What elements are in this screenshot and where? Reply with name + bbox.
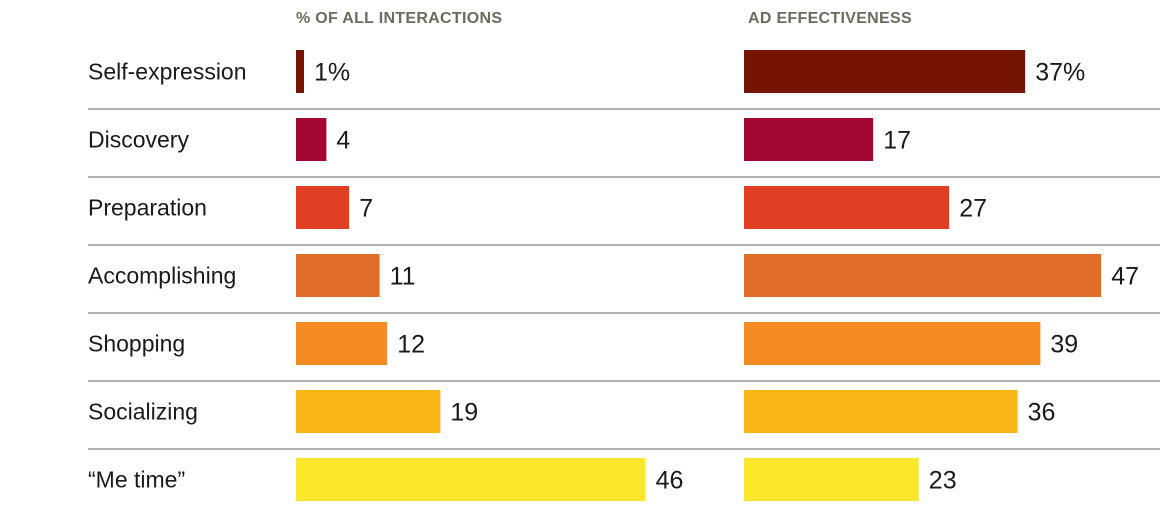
value-label-effectiveness: 27 — [959, 195, 987, 223]
bar-effectiveness — [744, 50, 1026, 93]
bar-effectiveness — [744, 118, 874, 161]
bar-effectiveness — [744, 254, 1102, 297]
bar-interactions — [296, 254, 380, 297]
value-label-effectiveness: 47 — [1111, 263, 1139, 291]
bar-effectiveness — [744, 390, 1018, 433]
category-label: Discovery — [88, 127, 189, 153]
bar-effectiveness — [744, 458, 919, 501]
bar-interactions — [296, 118, 327, 161]
value-label-interactions: 7 — [359, 195, 373, 223]
category-label: Shopping — [88, 331, 185, 357]
category-label: Accomplishing — [88, 263, 236, 289]
category-label: Self-expression — [88, 59, 247, 85]
chart-rows: Self-expression 1% 37% Discovery 4 17 Preparat… — [88, 50, 1160, 501]
value-label-effectiveness: 39 — [1050, 331, 1078, 359]
value-label-interactions: 4 — [336, 127, 350, 155]
bar-effectiveness — [744, 186, 950, 229]
value-label-effectiveness: 17 — [883, 127, 911, 155]
bar-interactions — [296, 50, 304, 93]
value-label-effectiveness: 23 — [929, 467, 957, 495]
value-label-interactions: 1% — [314, 59, 350, 87]
value-label-interactions: 11 — [390, 263, 416, 291]
bar-effectiveness — [744, 322, 1041, 365]
value-label-effectiveness: 37% — [1035, 59, 1085, 87]
value-label-effectiveness: 36 — [1028, 399, 1056, 427]
category-label: Preparation — [88, 195, 207, 221]
bar-interactions — [296, 458, 646, 501]
interactions-panel-title: % OF ALL INTERACTIONS — [296, 10, 502, 27]
bar-interactions — [296, 322, 388, 365]
bar-interactions — [296, 186, 350, 229]
category-label: “Me time” — [88, 467, 185, 493]
value-label-interactions: 12 — [397, 331, 425, 359]
category-label: Socializing — [88, 399, 198, 425]
value-label-interactions: 19 — [450, 399, 478, 427]
bar-interactions — [296, 390, 441, 433]
value-label-interactions: 46 — [656, 467, 684, 495]
ad-effectiveness-panel-title: AD EFFECTIVENESS — [748, 10, 912, 27]
